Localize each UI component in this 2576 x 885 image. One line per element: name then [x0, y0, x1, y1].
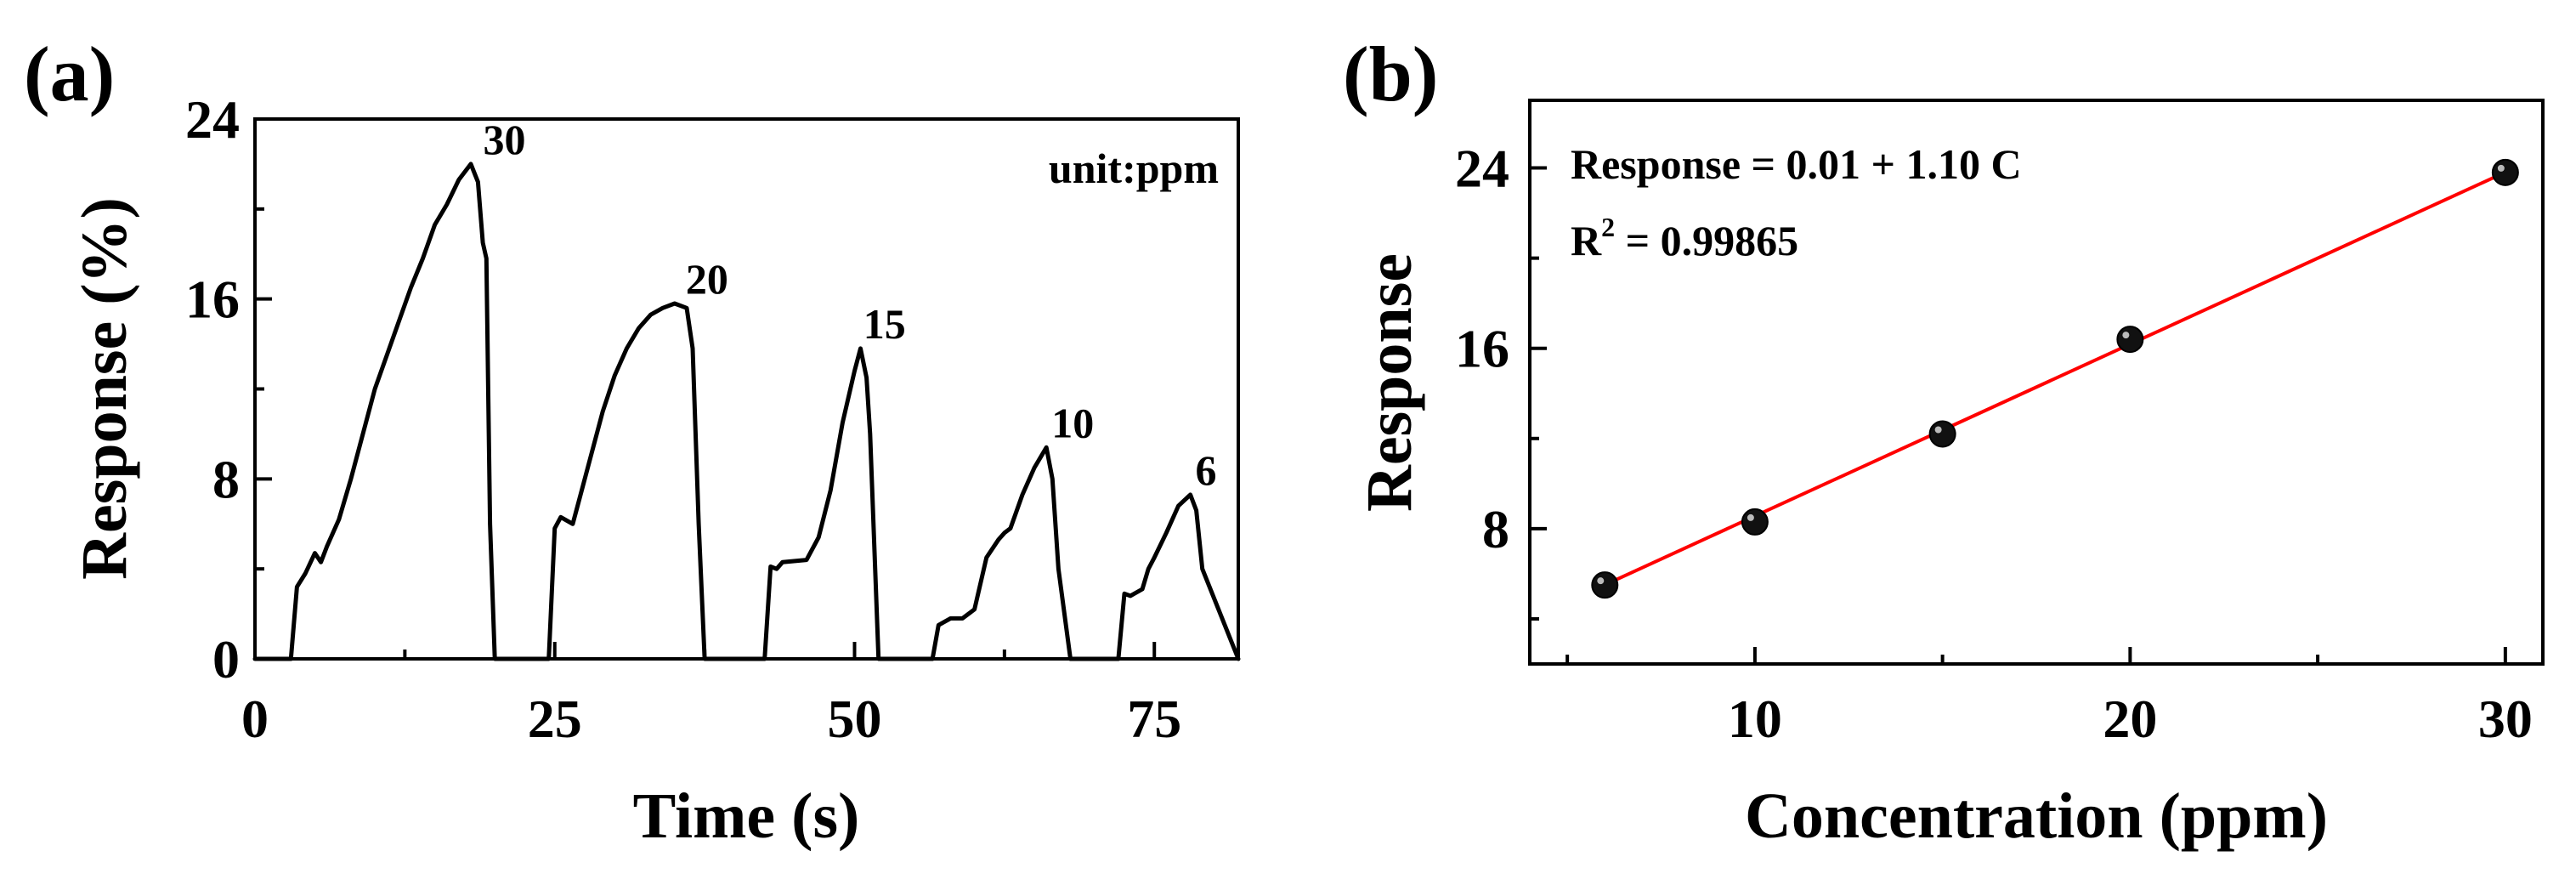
b-data-point	[1591, 571, 1619, 599]
a-y-tick-label: 24	[185, 89, 240, 150]
panel-a-response-curve	[252, 162, 1241, 661]
panel-b-data-points	[1591, 158, 2519, 599]
b-data-point	[2491, 158, 2519, 186]
b-data-point-highlight	[1747, 513, 1754, 521]
b-x-tick-label: 20	[2103, 689, 2157, 749]
b-data-point-marker	[1741, 508, 1769, 536]
b-data-point-marker	[2116, 326, 2144, 354]
panel-b-x-axis-title: Concentration (ppm)	[1745, 780, 2328, 852]
b-data-point-marker	[2491, 158, 2519, 186]
panel-a-y-axis-title: Response (%)	[69, 197, 140, 580]
panel-a-time-response: (a) 0 25 50 75 0 8 16 24 30 20 15 10 6 unit:ppm Ti…	[24, 31, 1241, 852]
a-x-tick-label: 50	[827, 689, 881, 749]
a-x-tick-label: 75	[1127, 689, 1181, 749]
a-x-tick-label: 25	[528, 689, 582, 749]
b-data-point-marker	[1591, 571, 1619, 599]
panel-b-r-squared: R2 = 0.99865	[1571, 212, 1798, 264]
b-data-point-highlight	[1934, 426, 1942, 434]
a-y-tick-label: 0	[212, 629, 240, 689]
panel-b-fit-equation: Response = 0.01 + 1.10 C	[1571, 140, 2022, 188]
panel-b-ticks	[1530, 166, 2507, 664]
a-y-tick-label: 8	[212, 449, 240, 509]
panel-a-unit-note: unit:ppm	[1049, 145, 1219, 192]
panel-b-plot-frame	[1528, 99, 2545, 666]
r-squared-exponent: 2	[1601, 212, 1615, 242]
a-peak-label: 30	[483, 116, 525, 163]
panel-a-y-tick-labels: 0 8 16 24	[185, 89, 240, 689]
a-peak-label: 10	[1051, 399, 1094, 446]
r-squared-symbol: R	[1571, 217, 1602, 264]
a-peak-label: 15	[863, 300, 906, 348]
a-peak-label: 20	[686, 255, 728, 303]
panel-b-calibration: (b) 10 20 30 8 16 24 Response = 0.01 + 1.10 …	[1343, 31, 2545, 852]
panel-b-y-axis-title: Response	[1354, 253, 1425, 512]
panel-b-label: (b)	[1343, 31, 1438, 117]
b-x-tick-label: 30	[2478, 689, 2533, 749]
b-data-point-marker	[1928, 420, 1956, 448]
b-data-point	[1928, 420, 1956, 448]
panel-a-concentration-labels: 30 20 15 10 6	[483, 116, 1216, 494]
panel-b-y-tick-labels: 8 16 24	[1455, 139, 1509, 559]
panel-b-x-tick-labels: 10 20 30	[1728, 689, 2533, 749]
a-peak-label: 6	[1196, 446, 1217, 494]
b-y-tick-label: 16	[1455, 319, 1509, 379]
a-x-tick-label: 0	[241, 689, 269, 749]
panel-a-x-tick-labels: 0 25 50 75	[241, 689, 1181, 749]
b-y-tick-label: 24	[1455, 139, 1509, 199]
panel-a-label: (a)	[24, 31, 115, 117]
b-x-tick-label: 10	[1728, 689, 1782, 749]
panel-a-x-axis-title: Time (s)	[633, 780, 860, 852]
b-data-point-highlight	[2122, 332, 2130, 339]
b-data-point	[1741, 508, 1769, 536]
r-squared-value: = 0.99865	[1615, 217, 1798, 264]
b-data-point-highlight	[1597, 577, 1605, 585]
b-data-point-highlight	[2497, 164, 2505, 172]
a-y-tick-label: 16	[185, 269, 240, 330]
panel-a-plot-frame	[253, 117, 1240, 661]
b-data-point	[2116, 326, 2144, 354]
panel-a-ticks	[253, 117, 1157, 661]
b-y-tick-label: 8	[1482, 499, 1509, 559]
